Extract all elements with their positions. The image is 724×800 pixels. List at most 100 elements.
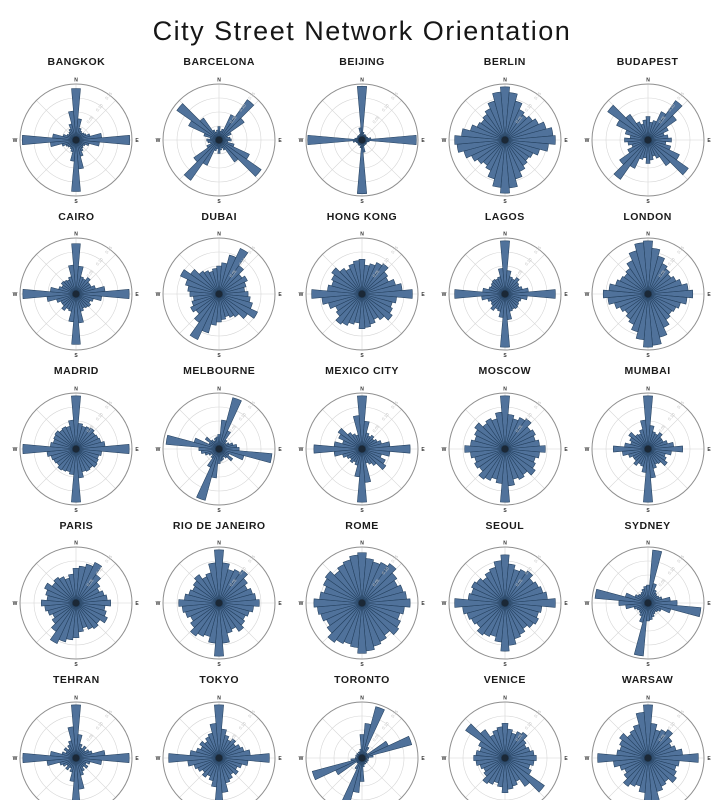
center-dot [643, 599, 652, 607]
orientation-bar [361, 602, 400, 636]
compass-label-w: W [13, 755, 18, 761]
center-dot [215, 753, 223, 762]
orientation-bar [327, 602, 363, 643]
orientation-bar [501, 757, 509, 793]
city-cell: MUMBAI 0.05 0.10 0.15 N E S W [577, 364, 718, 517]
radial-tick-label: 0.15 [533, 708, 543, 718]
orientation-bar [491, 91, 506, 140]
radial-tick-label: 0.05 [514, 268, 524, 278]
compass-label-n: N [217, 232, 221, 238]
orientation-bar [625, 113, 648, 140]
orientation-bar [180, 269, 220, 295]
compass-label-s: S [503, 199, 507, 205]
orientation-bar [504, 108, 525, 140]
city-cell: MELBOURNE 0.05 0.10 0.15 N E S W [149, 364, 290, 517]
outer-ring [591, 546, 705, 660]
city-cell: MOSCOW 0.05 0.10 0.15 N E S W [434, 364, 575, 517]
compass-label-e: E [136, 601, 140, 607]
compass-label-n: N [646, 77, 650, 83]
radial-tick-label: 0.15 [247, 554, 257, 564]
compass-label-w: W [441, 601, 446, 607]
orientation-bar [499, 86, 510, 140]
figure: City Street Network Orientation BANGKOK 0… [0, 16, 724, 800]
orientation-bar [454, 598, 505, 608]
orientation-bar [642, 293, 653, 348]
city-grid: BANGKOK 0.05 0.10 0.15 N E S W BARCELONA 0.05 0.10… [0, 55, 724, 800]
orientation-bar [504, 428, 536, 449]
radial-tick-label: 0.10 [95, 720, 105, 730]
orientation-bar [71, 448, 82, 502]
city-name: TEHRAN [53, 674, 100, 686]
compass-label-e: E [136, 755, 140, 761]
orientation-bar [218, 139, 239, 162]
orientation-bar [606, 104, 648, 140]
compass-label-w: W [299, 601, 304, 607]
city-cell: BUDAPEST 0.05 0.10 0.15 N E S W [577, 55, 718, 208]
orientation-bar [54, 429, 77, 449]
orientation-bar [504, 570, 533, 604]
radial-tick-label: 0.15 [104, 90, 114, 100]
orientation-bar [61, 425, 77, 449]
orientation-bar [212, 268, 220, 295]
compass-label-n: N [360, 77, 364, 83]
city-name: DUBAI [201, 210, 238, 223]
compass-label-n: N [217, 541, 221, 547]
center-dot [643, 753, 652, 762]
radial-tick-label: 0.15 [104, 245, 114, 255]
city-cell: SYDNEY 0.05 0.10 0.15 N E S W [577, 519, 718, 672]
compass-label-n: N [217, 695, 221, 701]
compass-label-w: W [299, 292, 304, 298]
orientation-bar [482, 757, 506, 784]
orientation-bar [199, 117, 220, 140]
compass-label-s: S [360, 662, 364, 668]
orientation-bar [473, 754, 505, 761]
radial-tick-label: 0.05 [657, 268, 667, 278]
outer-ring [162, 392, 276, 505]
outer-ring [19, 392, 133, 505]
radial-tick-label: 0.15 [247, 708, 257, 718]
orientation-bar [335, 293, 363, 317]
orientation-bar [218, 757, 239, 775]
orientation-bar [64, 746, 77, 758]
orientation-bar [61, 280, 77, 295]
compass-label-n: N [360, 386, 364, 392]
orientation-bar [358, 259, 366, 295]
orientation-bar [647, 126, 669, 140]
orientation-bar [68, 264, 77, 295]
orientation-bar [72, 757, 81, 800]
orientation-bar [219, 293, 259, 319]
radial-tick-label: 0.10 [238, 411, 248, 421]
orientation-bar [357, 395, 367, 449]
outer-ring [19, 83, 133, 196]
orientation-bar [76, 289, 130, 299]
radial-tick-label: 0.10 [524, 565, 534, 575]
orientation-bar [219, 752, 270, 763]
city-name: SYDNEY [624, 519, 671, 532]
orientation-bar [504, 757, 545, 792]
compass-label-w: W [13, 292, 18, 298]
orientation-bar [642, 704, 653, 758]
compass-label-s: S [503, 662, 507, 668]
city-cell: DUBAI 0.05 0.10 0.15 N E S W [149, 210, 290, 363]
radial-gridline [176, 97, 262, 182]
radial-tick-label: 0.05 [86, 268, 96, 278]
compass-label-e: E [421, 755, 425, 761]
orientation-bar [504, 277, 520, 295]
orientation-bar [76, 427, 95, 449]
outer-ring [162, 701, 276, 800]
orientation-bar [352, 260, 363, 295]
compass-label-n: N [217, 386, 221, 392]
orientation-bar [202, 757, 220, 778]
orientation-bar [57, 448, 77, 470]
compass-label-s: S [646, 662, 650, 668]
orientation-bar [478, 448, 506, 480]
orientation-bar [64, 279, 77, 295]
orientation-bar [622, 757, 648, 787]
